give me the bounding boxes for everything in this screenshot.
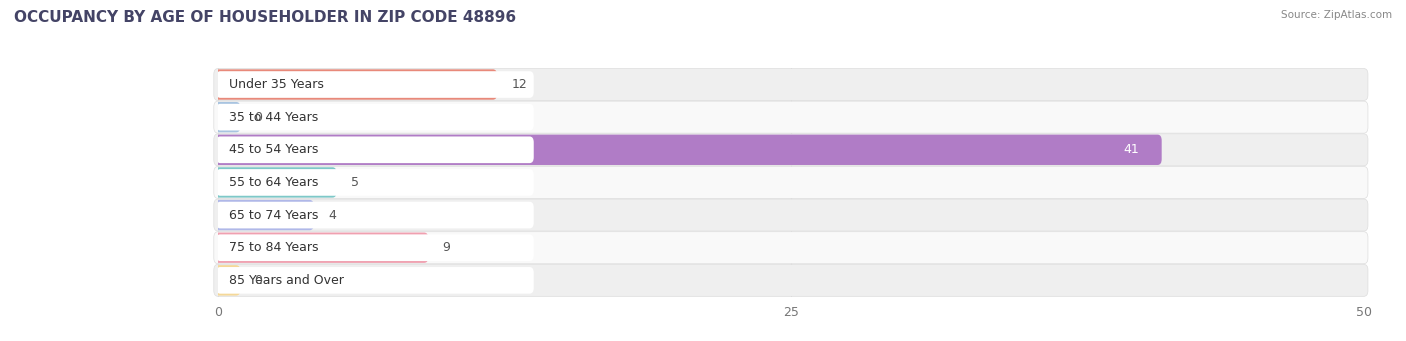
Text: 4: 4	[328, 209, 336, 222]
Text: Under 35 Years: Under 35 Years	[229, 78, 325, 91]
FancyBboxPatch shape	[217, 267, 534, 294]
FancyBboxPatch shape	[217, 202, 534, 228]
Text: OCCUPANCY BY AGE OF HOUSEHOLDER IN ZIP CODE 48896: OCCUPANCY BY AGE OF HOUSEHOLDER IN ZIP C…	[14, 10, 516, 25]
Text: 75 to 84 Years: 75 to 84 Years	[229, 241, 319, 254]
Text: 85 Years and Over: 85 Years and Over	[229, 274, 344, 287]
FancyBboxPatch shape	[217, 234, 534, 261]
Text: 35 to 44 Years: 35 to 44 Years	[229, 111, 319, 124]
Text: Source: ZipAtlas.com: Source: ZipAtlas.com	[1281, 10, 1392, 20]
FancyBboxPatch shape	[214, 200, 314, 230]
Text: 45 to 54 Years: 45 to 54 Years	[229, 143, 319, 156]
FancyBboxPatch shape	[214, 264, 1368, 296]
FancyBboxPatch shape	[214, 166, 1368, 198]
FancyBboxPatch shape	[214, 232, 1368, 264]
FancyBboxPatch shape	[214, 199, 1368, 231]
Text: 55 to 64 Years: 55 to 64 Years	[229, 176, 319, 189]
FancyBboxPatch shape	[214, 69, 1368, 101]
Text: 5: 5	[352, 176, 359, 189]
Text: 65 to 74 Years: 65 to 74 Years	[229, 209, 319, 222]
Text: 12: 12	[512, 78, 527, 91]
FancyBboxPatch shape	[214, 167, 336, 198]
FancyBboxPatch shape	[217, 136, 534, 163]
Text: 9: 9	[443, 241, 450, 254]
FancyBboxPatch shape	[214, 265, 240, 296]
Text: 41: 41	[1123, 143, 1139, 156]
Text: 0: 0	[254, 274, 263, 287]
FancyBboxPatch shape	[214, 134, 1368, 166]
FancyBboxPatch shape	[214, 101, 1368, 133]
FancyBboxPatch shape	[214, 69, 498, 100]
FancyBboxPatch shape	[217, 169, 534, 196]
Text: 0: 0	[254, 111, 263, 124]
FancyBboxPatch shape	[214, 135, 1161, 165]
FancyBboxPatch shape	[217, 104, 534, 131]
FancyBboxPatch shape	[214, 233, 429, 263]
FancyBboxPatch shape	[217, 71, 534, 98]
FancyBboxPatch shape	[214, 102, 240, 132]
